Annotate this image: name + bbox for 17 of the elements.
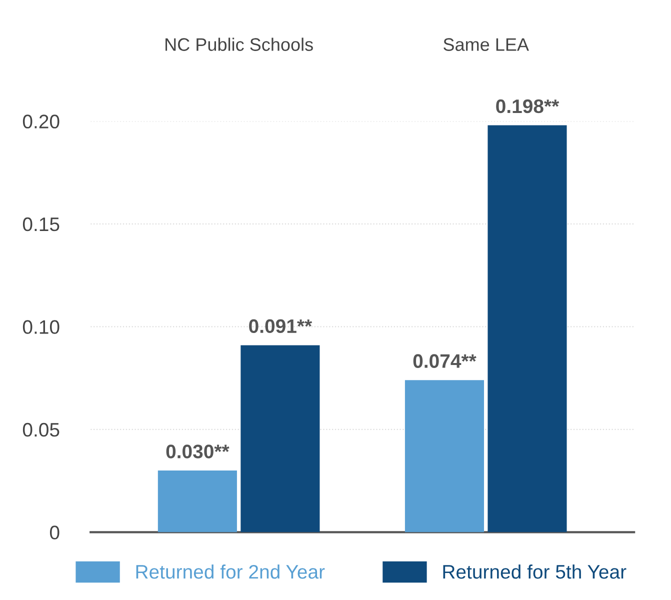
x-tick-label: NC Public Schools [166, 38, 313, 51]
y-tick-label: 0.10 [22, 320, 60, 334]
legend-label: Returned for 2nd Year [136, 564, 325, 579]
y-tick-label: 0.15 [22, 217, 60, 232]
bar [404, 380, 484, 532]
legend-label: Returned for 5th Year [443, 564, 626, 579]
y-tick-label: 0 [50, 526, 60, 540]
bar [158, 470, 237, 532]
data-label: 0.091** [249, 319, 312, 334]
bar [240, 345, 320, 532]
y-tick-label: 0.05 [22, 422, 60, 437]
data-label: 0.198** [496, 99, 560, 114]
y-tick-label: 0.20 [22, 114, 60, 128]
data-label: 0.030** [166, 444, 230, 458]
bar [488, 125, 567, 532]
x-tick-label: Same LEA [444, 38, 529, 51]
data-label: 0.074** [413, 354, 476, 368]
